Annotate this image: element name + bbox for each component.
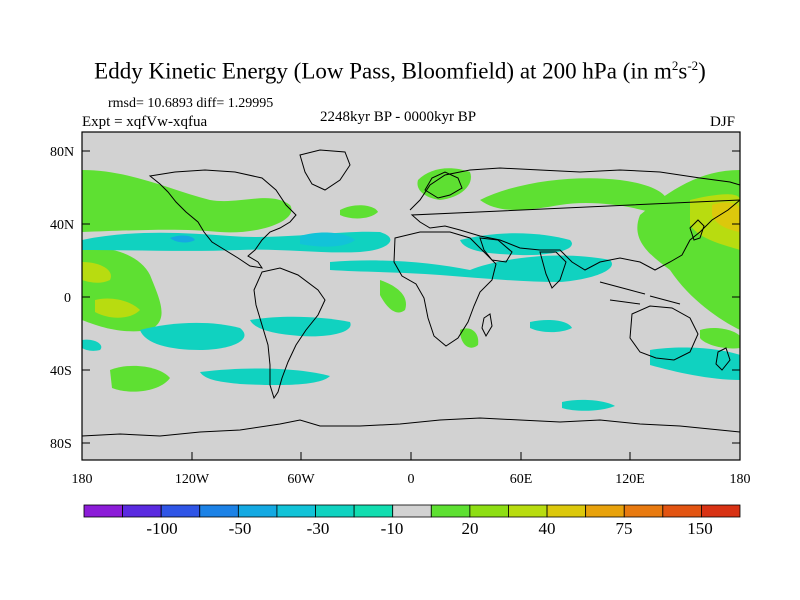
lon-tick-label: 0 [408,472,415,487]
lat-tick-label: 80S [50,437,72,452]
lon-tick-label: 60E [510,472,533,487]
japan-coast [689,219,705,241]
madagascar-coast [481,313,493,338]
colorbar-swatch [585,504,625,518]
north-america-coast [148,169,297,269]
colorbar-swatch [160,504,201,518]
colorbar-swatch [508,504,548,518]
map-title: Eddy Kinetic Energy (Low Pass, Bloomfiel… [94,58,706,84]
lat-tick-label: 40N [50,218,74,233]
lat-ticks [82,150,740,444]
lon-tick-label: 120E [615,472,645,487]
tropical-negative-band [330,255,612,282]
north-pacific-peak [712,202,740,232]
coastlines [82,149,740,437]
south-indian-negative [562,399,615,411]
colorbar-swatch [353,504,394,518]
eurasia-coast [409,167,740,271]
australia-coast [629,305,699,361]
season-label: DJF [710,114,736,130]
colorbar-swatch [392,504,432,518]
colorbar-label: -30 [307,519,330,538]
colorbar-swatch [237,504,278,518]
colorbar-swatch [315,504,355,518]
new-zealand-coast [715,347,731,371]
south-atlantic-positive [460,328,479,348]
plot-background [82,132,740,460]
colorbar-swatch [662,504,702,518]
lat-tick-label: 40S [50,364,72,379]
tropical-pacific-core [82,262,111,283]
lat-tick-label: 80N [50,145,74,160]
eurasia-band-positive [480,178,668,215]
colorbar-swatch [83,504,123,518]
southeast-pacific-negative [82,339,102,351]
arabia-coast [479,237,513,263]
colorbar-label: 150 [687,519,713,538]
colorbar-label: -50 [229,519,252,538]
field-layer [82,168,740,411]
colorbar [83,504,741,518]
colorbar-label: 40 [539,519,556,538]
india-coast [539,251,567,289]
lat-tick-label: 0 [64,291,71,306]
africa-positive [380,280,406,313]
west-pacific-positive [700,327,740,349]
colorbar-swatch [430,504,471,518]
colorbar-swatch [469,504,509,518]
atlantic-negative-core [170,235,195,243]
lon-ticks [81,452,741,460]
south-pacific-negative [140,322,245,350]
southeast-asia-islands [599,281,681,305]
experiment-label: Expt = xqfVw-xqfua [82,114,208,130]
stats-label: rmsd= 10.6893 diff= 1.29995 [108,96,274,111]
greenland-coast [299,149,351,191]
colorbar-label: 20 [462,519,479,538]
south-america-positive [110,365,170,392]
colorbar-label: 75 [616,519,633,538]
scandinavia-positive [417,168,471,200]
colorbar-swatch [122,504,162,518]
atlantic-negative [300,232,355,247]
indian-ocean-negative [530,320,572,333]
colorbar-swatch [276,504,316,518]
colorbar-swatch [199,504,239,518]
lon-tick-label: 180 [72,472,93,487]
lon-tick-label: 60W [287,472,315,487]
southern-ocean-negative [200,368,330,386]
colorbar-swatch [701,504,741,518]
period-label: 2248kyr BP - 0000kyr BP [320,109,477,125]
antarctica-coast [82,417,740,437]
scandinavia-coast [424,171,463,199]
colorbar-label: -10 [381,519,404,538]
atlantic-positive [340,205,378,219]
lon-tick-label: 180 [730,472,751,487]
colorbar-label: -100 [146,519,177,538]
africa-coast [393,231,497,347]
north-atlantic-positive [82,170,292,233]
south-pacific-core [95,298,140,318]
colorbar-swatch [546,504,587,518]
colorbar-swatch [623,504,664,518]
lon-tick-label: 120W [175,472,210,487]
south-america-coast [253,267,326,400]
pacific-negative [250,316,351,337]
